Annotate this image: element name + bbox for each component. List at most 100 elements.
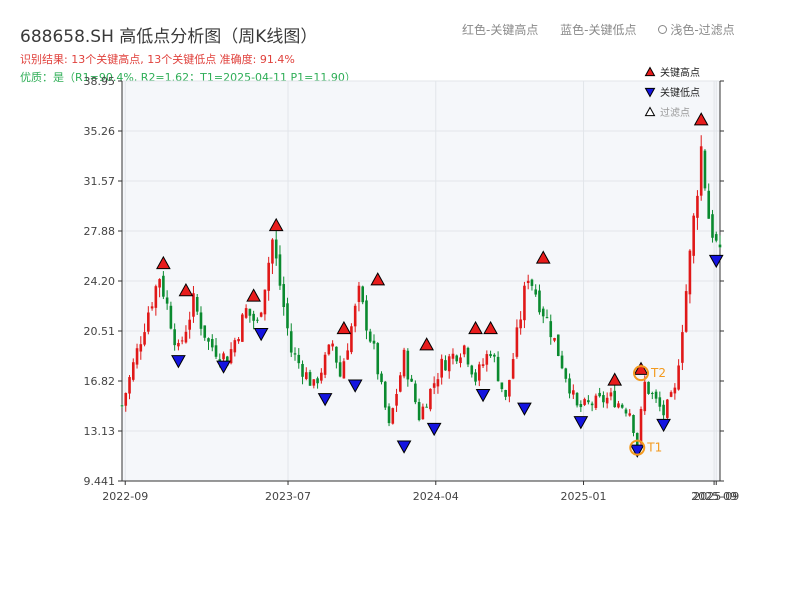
- candle-down: [564, 368, 568, 379]
- candle-down: [613, 390, 616, 408]
- legend-red-high: 红色-关键高点: [462, 23, 539, 37]
- candle-down: [335, 346, 338, 363]
- candle-up: [244, 308, 248, 318]
- candle-up: [451, 353, 455, 359]
- legend-marker-filtered: [644, 106, 656, 117]
- candle-up: [459, 357, 462, 364]
- candle-down: [210, 339, 214, 348]
- x-tick-label: 2025-01: [561, 490, 607, 503]
- candle-down: [545, 317, 549, 319]
- legend-label-high: 关键高点: [660, 66, 700, 79]
- candle-down: [658, 397, 662, 407]
- annotation-label-t2: T2: [650, 366, 666, 380]
- candle-down: [560, 355, 564, 369]
- key-low-marker: [629, 444, 645, 458]
- candle-up: [395, 394, 398, 406]
- key-high-marker: [693, 112, 709, 126]
- candle-up: [304, 372, 308, 379]
- key-low-marker: [253, 328, 269, 342]
- candle-down: [711, 214, 714, 238]
- legend-marker-low: [644, 87, 656, 98]
- key-low-marker: [171, 355, 186, 369]
- key-low-marker: [475, 389, 491, 403]
- candle-up: [154, 286, 158, 308]
- candle-up: [139, 344, 143, 352]
- candle-down: [530, 279, 534, 286]
- candle-down: [301, 363, 304, 377]
- candle-up: [684, 291, 688, 332]
- key-low-marker: [396, 440, 412, 454]
- candle-down: [365, 300, 368, 331]
- candle-up: [609, 392, 613, 397]
- candle-down: [380, 373, 383, 383]
- candle-up: [229, 349, 233, 364]
- candle-down: [466, 347, 470, 365]
- key-high-marker: [156, 255, 171, 270]
- chart-title: 688658.SH 高低点分析图（周K线图）: [20, 27, 318, 47]
- candle-up: [237, 339, 240, 342]
- candle-down: [361, 286, 365, 303]
- candle-down: [541, 308, 545, 317]
- key-high-marker: [336, 320, 352, 335]
- candle-up: [508, 379, 511, 397]
- candle-up: [699, 146, 703, 196]
- key-high-marker: [633, 361, 649, 375]
- result-summary: 识别结果: 13个关键高点, 13个关键低点 准确度: 91.4%: [20, 53, 295, 66]
- candle-up: [605, 397, 609, 404]
- candle-down: [714, 234, 718, 241]
- candle-up: [628, 413, 632, 416]
- candle-up: [583, 399, 586, 405]
- key-low-marker: [317, 393, 333, 407]
- legend-filtered: 浅色-过滤点: [670, 23, 735, 37]
- candle-down: [218, 359, 222, 362]
- annotation-circle-t2: [633, 365, 650, 382]
- candle-down: [602, 395, 605, 403]
- candle-up: [402, 349, 406, 377]
- candle-up: [696, 195, 699, 218]
- y-tick-label: 13.13: [84, 425, 116, 438]
- candle-up: [666, 399, 669, 418]
- candle-up: [188, 319, 191, 330]
- candle-down: [632, 415, 635, 433]
- candle-up: [222, 353, 225, 360]
- candle-up: [617, 403, 620, 408]
- candle-up: [526, 280, 530, 284]
- y-tick-label: 35.26: [84, 125, 116, 138]
- candle-down: [383, 381, 387, 408]
- candle-up: [135, 348, 139, 365]
- candles: [120, 135, 722, 449]
- candle-down: [654, 391, 658, 399]
- legend-label-low: 关键低点: [660, 86, 700, 99]
- color-legend: 红色-关键高点 蓝色-关键低点 浅色-过滤点: [462, 21, 753, 38]
- candle-up: [391, 408, 395, 424]
- candle-down: [662, 404, 665, 416]
- candle-up: [399, 375, 402, 392]
- candle-down: [568, 378, 571, 394]
- key-low-marker: [656, 418, 671, 433]
- candle-up: [323, 354, 327, 375]
- candle-down: [162, 275, 165, 297]
- candle-up: [353, 305, 357, 327]
- candle-down: [575, 392, 579, 406]
- candle-down: [474, 372, 477, 382]
- candle-down: [635, 432, 639, 446]
- candle-down: [496, 356, 500, 382]
- candle-down: [316, 378, 319, 384]
- key-high-marker: [419, 337, 434, 351]
- candle-down: [470, 365, 474, 375]
- candle-down: [707, 190, 711, 219]
- candle-down: [417, 402, 421, 421]
- key-low-marker: [573, 416, 589, 430]
- candle-down: [587, 400, 590, 403]
- candle-down: [556, 334, 560, 357]
- candle-up: [331, 343, 334, 347]
- y-tick-label: 20.51: [84, 325, 116, 338]
- candle-up: [519, 319, 522, 329]
- key-low-marker: [426, 422, 442, 437]
- annotation-label-t1: T1: [646, 441, 662, 455]
- candle-up: [572, 390, 575, 395]
- candle-down: [169, 305, 173, 329]
- candle-up: [673, 387, 677, 394]
- candle-down: [718, 244, 722, 248]
